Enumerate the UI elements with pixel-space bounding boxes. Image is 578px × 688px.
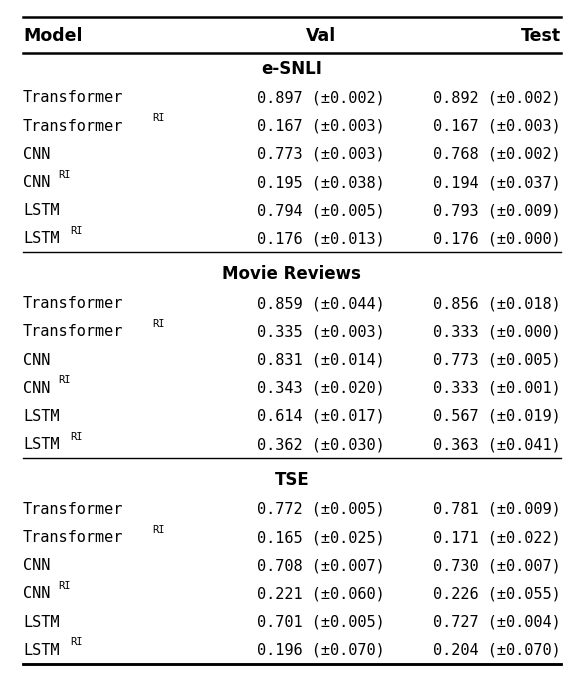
- Text: 0.897 (±0.002): 0.897 (±0.002): [257, 90, 385, 105]
- Text: 0.176 (±0.013): 0.176 (±0.013): [257, 231, 385, 246]
- Text: TSE: TSE: [275, 471, 309, 489]
- Text: 0.167 (±0.003): 0.167 (±0.003): [433, 118, 561, 133]
- Text: 0.727 (±0.004): 0.727 (±0.004): [433, 614, 561, 630]
- Text: CNN: CNN: [23, 175, 50, 190]
- Text: CNN: CNN: [23, 352, 50, 367]
- Text: 0.773 (±0.003): 0.773 (±0.003): [257, 147, 385, 162]
- Text: LSTM: LSTM: [23, 409, 60, 424]
- Text: RI: RI: [58, 376, 71, 385]
- Text: 0.567 (±0.019): 0.567 (±0.019): [433, 409, 561, 424]
- Text: 0.362 (±0.030): 0.362 (±0.030): [257, 437, 385, 452]
- Text: LSTM: LSTM: [23, 614, 60, 630]
- Text: LSTM: LSTM: [23, 643, 60, 658]
- Text: RI: RI: [58, 170, 71, 180]
- Text: RI: RI: [70, 226, 83, 236]
- Text: Transformer: Transformer: [23, 118, 124, 133]
- Text: Transformer: Transformer: [23, 502, 124, 517]
- Text: 0.171 (±0.022): 0.171 (±0.022): [433, 530, 561, 545]
- Text: RI: RI: [70, 638, 83, 647]
- Text: 0.781 (±0.009): 0.781 (±0.009): [433, 502, 561, 517]
- Text: Transformer: Transformer: [23, 324, 124, 339]
- Text: RI: RI: [153, 525, 165, 535]
- Text: e-SNLI: e-SNLI: [261, 60, 323, 78]
- Text: 0.773 (±0.005): 0.773 (±0.005): [433, 352, 561, 367]
- Text: 0.856 (±0.018): 0.856 (±0.018): [433, 296, 561, 311]
- Text: 0.794 (±0.005): 0.794 (±0.005): [257, 203, 385, 218]
- Text: 0.343 (±0.020): 0.343 (±0.020): [257, 380, 385, 396]
- Text: 0.176 (±0.000): 0.176 (±0.000): [433, 231, 561, 246]
- Text: LSTM: LSTM: [23, 203, 60, 218]
- Text: CNN: CNN: [23, 147, 50, 162]
- Text: RI: RI: [153, 319, 165, 329]
- Text: LSTM: LSTM: [23, 231, 60, 246]
- Text: Movie Reviews: Movie Reviews: [223, 266, 361, 283]
- Text: 0.335 (±0.003): 0.335 (±0.003): [257, 324, 385, 339]
- Text: 0.614 (±0.017): 0.614 (±0.017): [257, 409, 385, 424]
- Text: 0.772 (±0.005): 0.772 (±0.005): [257, 502, 385, 517]
- Text: RI: RI: [70, 432, 83, 442]
- Text: Model: Model: [23, 27, 83, 45]
- Text: CNN: CNN: [23, 586, 50, 601]
- Text: 0.701 (±0.005): 0.701 (±0.005): [257, 614, 385, 630]
- Text: 0.793 (±0.009): 0.793 (±0.009): [433, 203, 561, 218]
- Text: CNN: CNN: [23, 380, 50, 396]
- Text: Val: Val: [306, 27, 336, 45]
- Text: 0.221 (±0.060): 0.221 (±0.060): [257, 586, 385, 601]
- Text: 0.768 (±0.002): 0.768 (±0.002): [433, 147, 561, 162]
- Text: 0.708 (±0.007): 0.708 (±0.007): [257, 558, 385, 573]
- Text: 0.195 (±0.038): 0.195 (±0.038): [257, 175, 385, 190]
- Text: Transformer: Transformer: [23, 296, 124, 311]
- Text: 0.167 (±0.003): 0.167 (±0.003): [257, 118, 385, 133]
- Text: LSTM: LSTM: [23, 437, 60, 452]
- Text: Transformer: Transformer: [23, 530, 124, 545]
- Text: RI: RI: [58, 581, 71, 591]
- Text: 0.226 (±0.055): 0.226 (±0.055): [433, 586, 561, 601]
- Text: 0.165 (±0.025): 0.165 (±0.025): [257, 530, 385, 545]
- Text: Test: Test: [521, 27, 561, 45]
- Text: 0.730 (±0.007): 0.730 (±0.007): [433, 558, 561, 573]
- Text: RI: RI: [153, 114, 165, 123]
- Text: 0.196 (±0.070): 0.196 (±0.070): [257, 643, 385, 658]
- Text: 0.333 (±0.000): 0.333 (±0.000): [433, 324, 561, 339]
- Text: 0.859 (±0.044): 0.859 (±0.044): [257, 296, 385, 311]
- Text: 0.333 (±0.001): 0.333 (±0.001): [433, 380, 561, 396]
- Text: Transformer: Transformer: [23, 90, 124, 105]
- Text: 0.204 (±0.070): 0.204 (±0.070): [433, 643, 561, 658]
- Text: 0.194 (±0.037): 0.194 (±0.037): [433, 175, 561, 190]
- Text: 0.892 (±0.002): 0.892 (±0.002): [433, 90, 561, 105]
- Text: 0.831 (±0.014): 0.831 (±0.014): [257, 352, 385, 367]
- Text: CNN: CNN: [23, 558, 50, 573]
- Text: 0.363 (±0.041): 0.363 (±0.041): [433, 437, 561, 452]
